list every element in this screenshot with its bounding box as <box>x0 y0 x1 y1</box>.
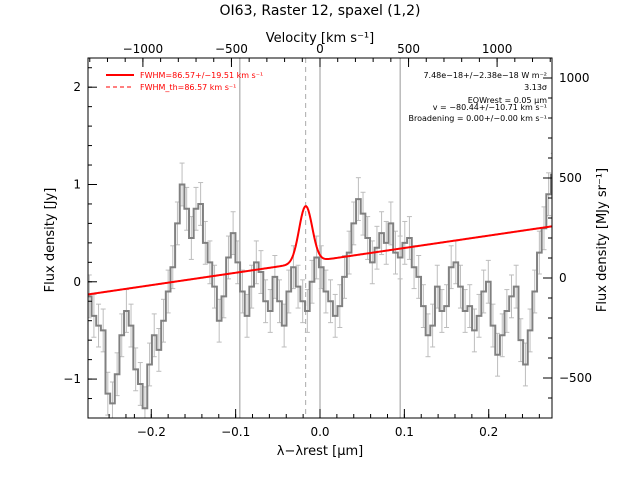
y2-tick-label: −500 <box>559 371 592 385</box>
annotation-broadening: Broadening = 0.00+/−0.00 km s⁻¹ <box>409 114 547 123</box>
fit-annotations: 7.48e−18+/−2.38e−18 W m⁻² 3.13σ EQWrest … <box>409 71 548 123</box>
x-tick-label: −0.2 <box>137 425 166 439</box>
top-axis-label: Velocity [km s⁻¹] <box>266 31 374 46</box>
y-tick-label: 1 <box>73 177 81 191</box>
plot-clipped-group <box>88 58 552 418</box>
y-tick-label: 0 <box>73 275 81 289</box>
annotation-sigma: 3.13σ <box>524 83 547 92</box>
y-axis-label: Flux density [Jy] <box>43 188 58 293</box>
x-axis-label: λ−λrest [μm] <box>277 444 363 459</box>
plot-area <box>88 58 552 418</box>
x2-tick-label: −500 <box>215 42 248 56</box>
annotation-velocity: v = −80.44+/−10.71 km s⁻¹ <box>433 103 547 112</box>
right-axis-label: Flux density [MJy sr⁻¹] <box>595 168 610 312</box>
axes: −0.2 −0.1 0.0 0.1 0.2 −1000 −500 0 500 1000 −1 0 1 2 −… <box>63 42 592 439</box>
x2-tick-label: −1000 <box>123 42 164 56</box>
x-tick-label: 0.2 <box>479 425 498 439</box>
y2-tick-label: 0 <box>559 271 567 285</box>
y2-tick-label: 500 <box>559 171 582 185</box>
fit-curve <box>88 204 552 296</box>
y-tick-label: −1 <box>63 372 81 386</box>
x2-tick-label: 1000 <box>482 42 513 56</box>
x2-tick-label: 500 <box>397 42 420 56</box>
x-tick-label: 0.0 <box>310 425 329 439</box>
legend-label-fwhm: FWHM=86.57+/−19.51 km s⁻¹ <box>140 71 263 80</box>
chart-title: OI63, Raster 12, spaxel (1,2) <box>220 3 421 19</box>
legend: FWHM=86.57+/−19.51 km s⁻¹ FWHM_th=86.57 … <box>106 71 263 92</box>
annotation-eqw: EQWrest = 0.05 μm <box>468 96 547 105</box>
y2-tick-label: 1000 <box>559 71 590 85</box>
x-tick-label: 0.1 <box>395 425 414 439</box>
annotation-flux: 7.48e−18+/−2.38e−18 W m⁻² <box>423 71 547 80</box>
x-tick-label: −0.1 <box>221 425 250 439</box>
spectrum-line <box>88 173 552 410</box>
legend-label-fwhm-th: FWHM_th=86.57 km s⁻¹ <box>140 83 236 92</box>
x2-tick-label: 0 <box>316 42 324 56</box>
y-tick-label: 2 <box>73 80 81 94</box>
